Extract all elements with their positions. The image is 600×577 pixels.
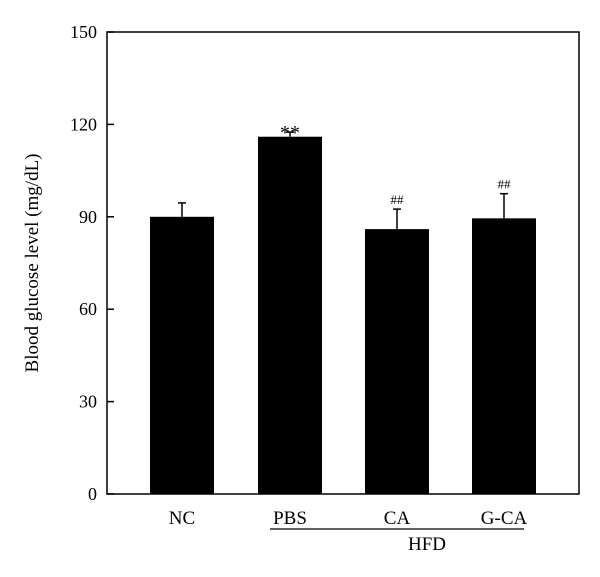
y-axis-label: Blood glucose level (mg/dL) [22, 154, 43, 373]
y-tick-label: 120 [70, 114, 97, 134]
significance-label: ** [280, 122, 300, 144]
bar-nc [150, 216, 214, 495]
y-tick-label: 30 [79, 392, 97, 412]
bar-pbs [258, 136, 322, 494]
y-tick-label: 60 [79, 299, 97, 319]
category-label: G-CA [481, 508, 528, 529]
plot-frame [106, 31, 580, 495]
category-label: CA [384, 508, 411, 529]
significance-label: ## [391, 192, 405, 207]
significance-label: ## [498, 177, 512, 192]
hfd-group-label: HFD [408, 534, 446, 555]
labels-layer: 0 30 60 90 120 150 Blood glucose level (mg/dL)… [22, 22, 527, 555]
axes-layer [106, 31, 580, 530]
bar-ca [365, 229, 429, 494]
category-label: PBS [273, 508, 307, 529]
y-tick-label: 150 [70, 22, 97, 42]
category-label: NC [169, 508, 195, 529]
y-tick-label: 90 [79, 207, 97, 227]
bars-layer [150, 131, 536, 495]
y-tick-label: 0 [88, 484, 97, 504]
bar-g-ca [472, 218, 536, 494]
